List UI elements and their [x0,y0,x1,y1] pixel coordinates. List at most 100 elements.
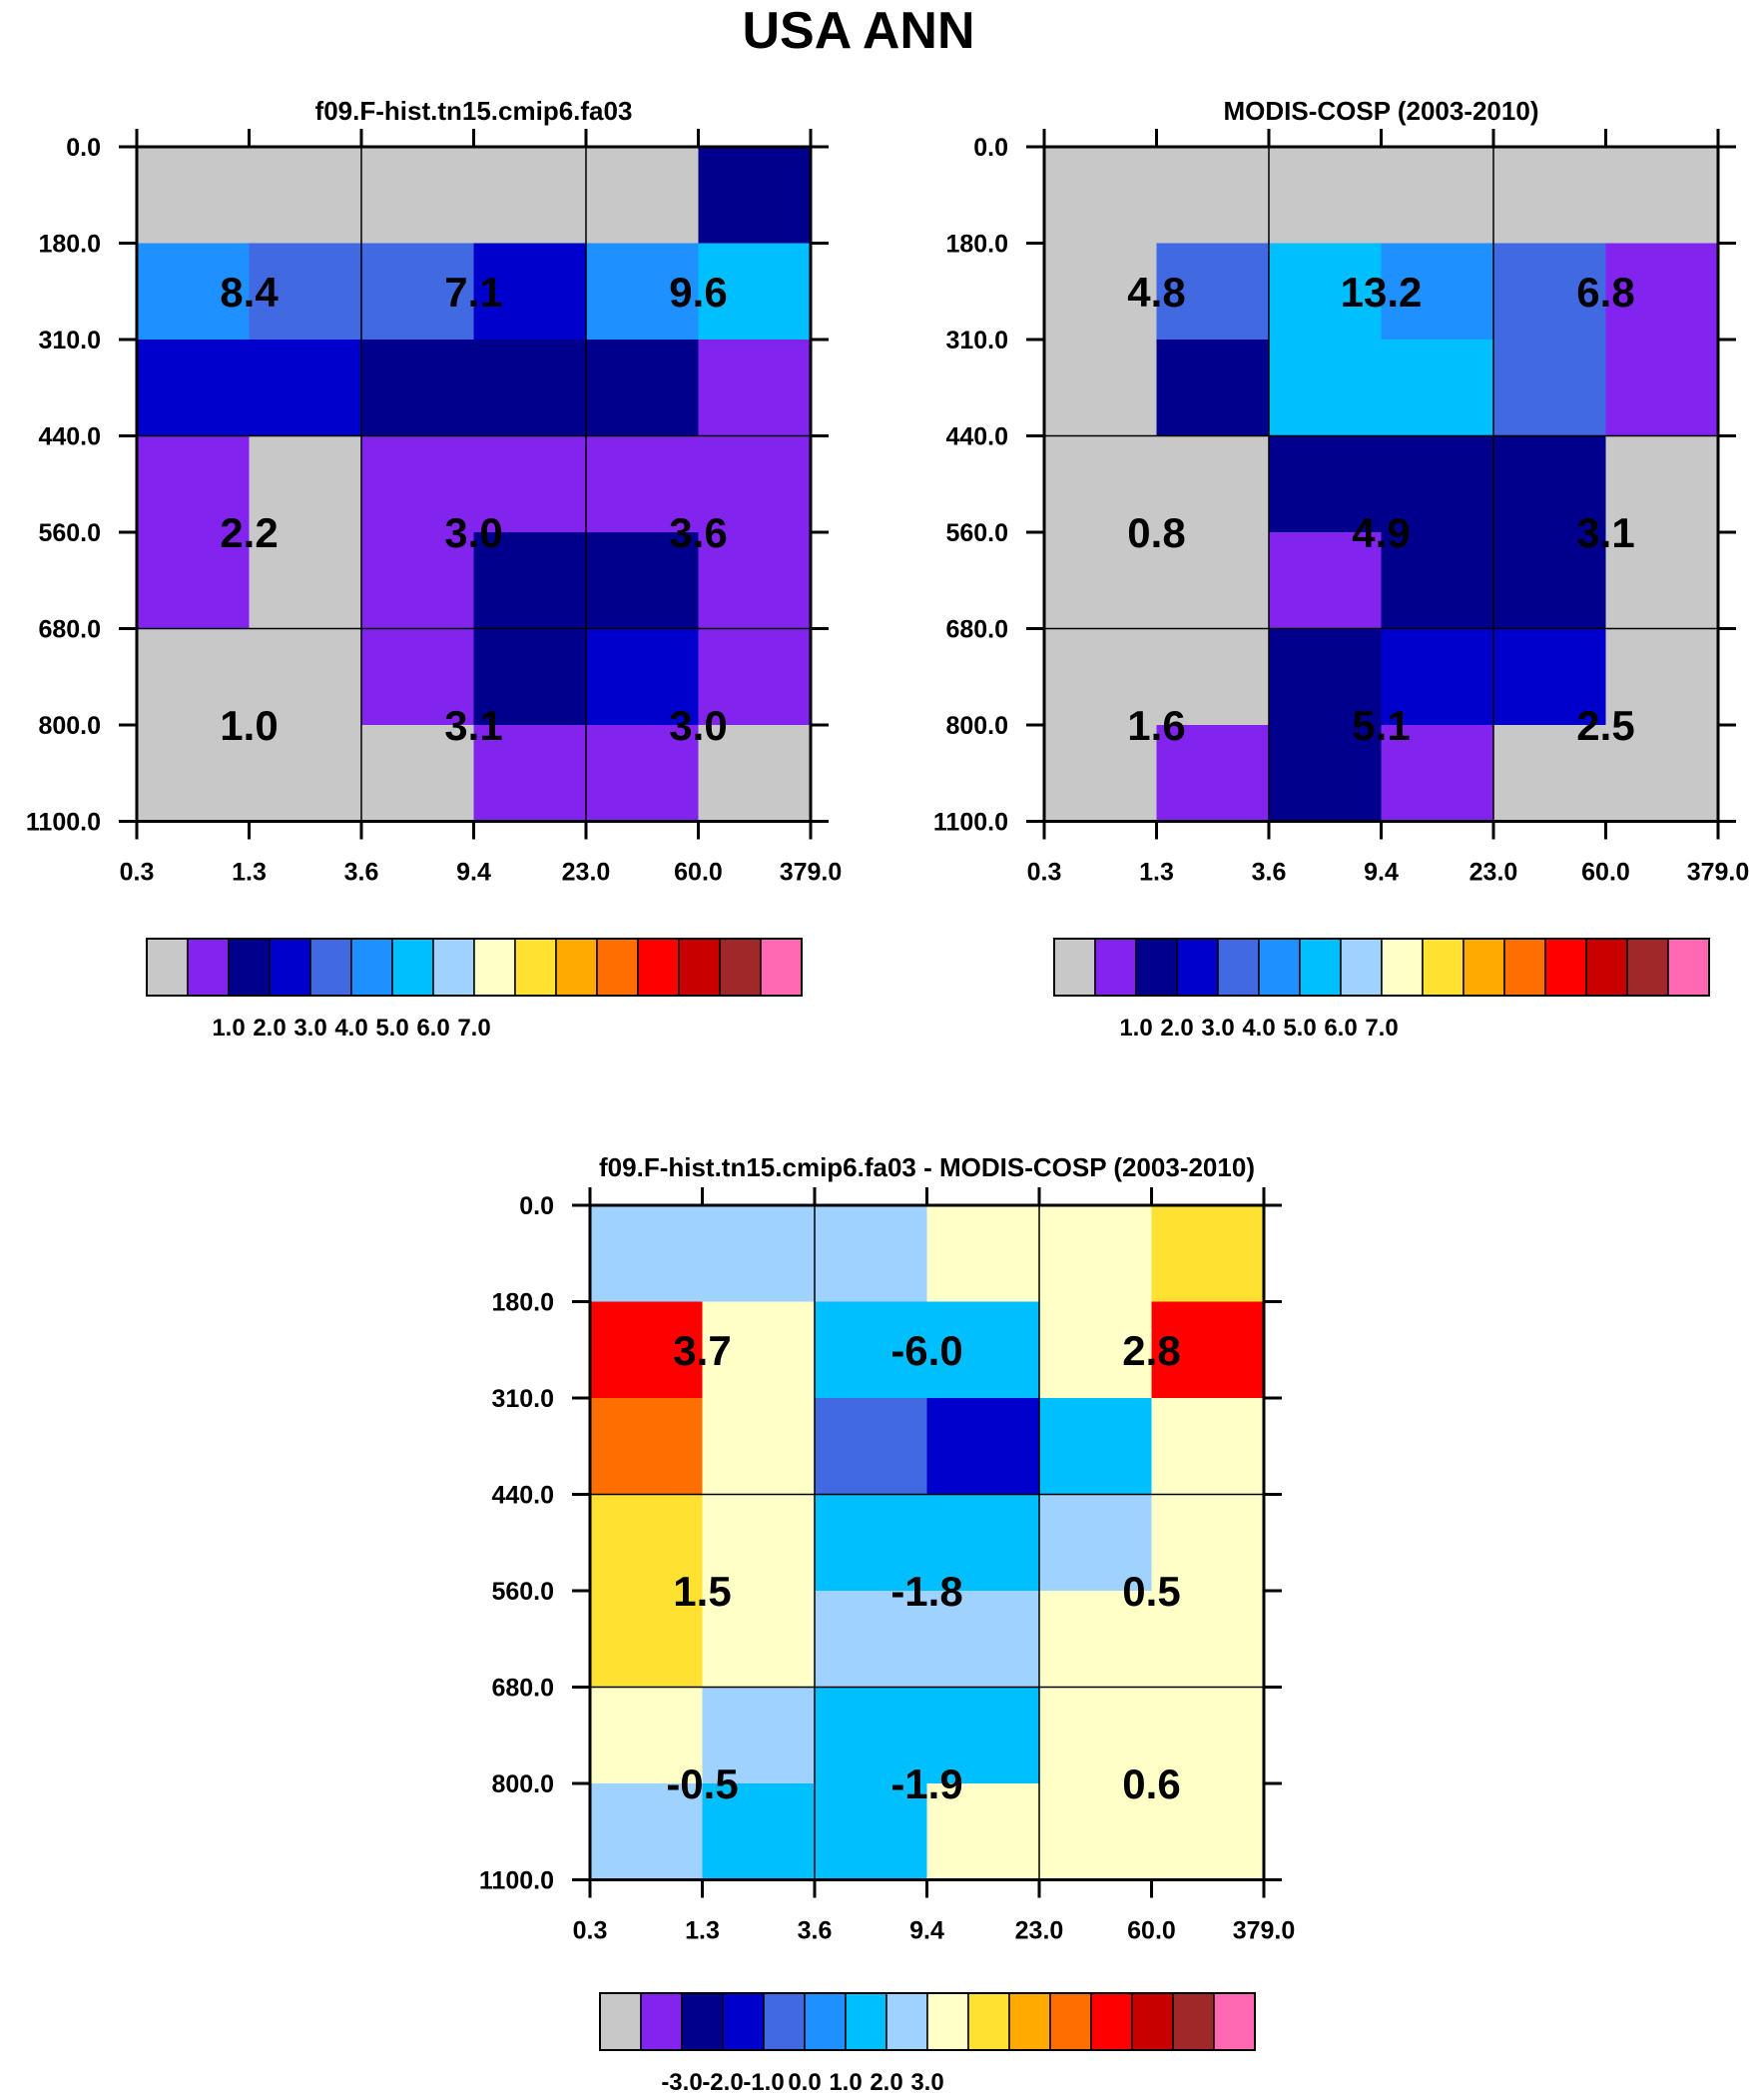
cell-value-label: 5.1 [1352,702,1410,749]
heatmap-cell [590,1783,704,1881]
x-tick-label: 0.3 [1027,859,1062,887]
colorbar-box [599,1992,642,2051]
heatmap-cell [1605,628,1719,726]
heatmap-cell [1039,1687,1153,1784]
heatmap-cell [1044,532,1158,630]
cell-value-label: 3.6 [669,509,727,556]
colorbar-label: -1.0 [743,2069,784,2096]
heatmap-cell [249,243,362,341]
heatmap-cell [702,1494,816,1592]
cell-value-label: 0.5 [1122,1568,1180,1615]
cell-value-label: 7.1 [444,269,502,316]
heatmap-cell [1381,435,1494,533]
y-tick-label: 560.0 [491,1578,554,1606]
y-tick-label: 560.0 [945,519,1008,547]
cell-value-label: 6.8 [1576,269,1634,316]
heatmap-cell [361,532,475,630]
heatmap-cell [1039,1494,1153,1592]
heatmap-cell [249,147,362,245]
x-tick-label: 9.4 [909,1917,944,1945]
colorbar-label: -3.0 [661,2069,702,2096]
y-tick-label: 180.0 [945,231,1008,259]
y-tick-label: 440.0 [945,423,1008,451]
colorbar-box [1008,1992,1051,2051]
heatmap-cell [590,1494,704,1592]
colorbar-frame [1053,938,1710,997]
heatmap-cell [473,532,587,630]
cell-value-label: 13.2 [1341,269,1423,316]
heatmap-cell [1151,1591,1265,1689]
heatmap-cell [590,1205,704,1303]
heatmap-cell [137,243,251,341]
y-tick-label: 310.0 [945,327,1008,354]
colorbar-box [1217,938,1260,997]
cell-value-label: 4.9 [1352,509,1410,556]
colorbar-label: 2.0 [253,1015,286,1042]
colorbar-box [1381,938,1424,997]
heatmap-cell [1269,340,1383,437]
heatmap-cell [698,243,812,341]
heatmap-cell [1044,147,1158,245]
colorbar-box [763,1992,806,2051]
colorbar-label: -2.0 [702,2069,743,2096]
cell-value-label: 3.0 [669,702,727,749]
heatmap-cell [1151,1494,1265,1592]
cell-value-label: 2.8 [1122,1327,1180,1374]
colorbar-label: 3.0 [1201,1015,1234,1042]
colorbar-label: 6.0 [416,1015,449,1042]
panel-obs: MODIS-COSP (2003-2010) 0.0 180.0 310.0 440.0… [933,96,1749,1042]
heatmap-cell [1156,725,1270,823]
colorbar-label: 0.0 [788,2069,821,2096]
x-tick-label: 9.4 [456,859,491,887]
y-tick-label: 0.0 [519,1192,554,1220]
heatmap-cell [698,147,812,245]
heatmap-cell [137,725,251,823]
x-tick-label: 1.3 [685,1917,720,1945]
heatmap-cell [1493,435,1607,533]
colorbar-box [1176,938,1219,997]
heatmap-cell [1156,628,1270,726]
heatmap-cell [815,1591,928,1689]
y-tick-label: 680.0 [945,616,1008,644]
heatmap-cell [586,340,700,437]
cell-value-label: 1.5 [673,1568,731,1615]
chart-title: f09.F-hist.tn15.cmip6.fa03 - MODIS-COSP … [599,1152,1255,1182]
heatmap-cell [1039,1783,1153,1881]
y-tick-label: 1100.0 [26,809,101,837]
heatmap-cell [1605,435,1719,533]
heatmap-cell [1039,1301,1153,1399]
heatmap-cell [1044,628,1158,726]
heatmap-cell [1156,532,1270,630]
heatmap-cell [586,435,700,533]
colorbar-label: 5.0 [375,1015,408,1042]
heatmap-cell [249,435,362,533]
heatmap-cell [1156,147,1270,245]
heatmap-cell [137,628,251,726]
x-tick-label: 23.0 [1015,1917,1064,1945]
heatmap-cell [1381,243,1494,341]
heatmap-cell [473,435,587,533]
heatmap-cell [137,435,251,533]
chart-title: f09.F-hist.tn15.cmip6.fa03 [315,96,633,126]
colorbar-box [187,938,230,997]
colorbar-box [926,1992,969,2051]
colorbar-label: 5.0 [1283,1015,1316,1042]
colorbar-box [760,938,803,997]
heatmap-cell [926,1687,1040,1784]
cell-value-label: 8.4 [220,269,279,316]
colorbar-box [432,938,475,997]
heatmap-cell [698,435,812,533]
colorbar-box [681,1992,724,2051]
heatmap-cell [702,1398,816,1496]
heatmap-cell [590,1301,704,1399]
figure-title: USA ANN [742,2,974,60]
y-tick-label: 560.0 [38,519,101,547]
heatmap-cell [1151,1783,1265,1881]
heatmap-cell [702,1591,816,1689]
y-tick-label: 310.0 [491,1385,554,1413]
cell-value-label: 9.6 [669,269,727,316]
heatmap-cell [1044,435,1158,533]
colorbar-label: 4.0 [1242,1015,1275,1042]
heatmap-cell [1381,725,1494,823]
